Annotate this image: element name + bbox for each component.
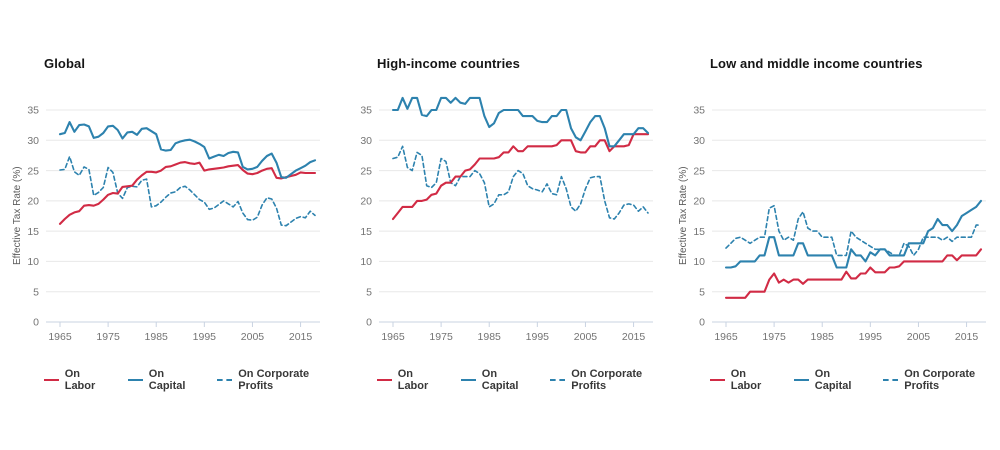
y-tick-label: 30 [27, 135, 39, 147]
legend-label: On Labor [397, 368, 429, 392]
legend-swatch-solid [377, 379, 392, 381]
x-tick-label: 1975 [429, 331, 453, 343]
legend-swatch-solid [794, 379, 809, 381]
y-tick-label: 10 [693, 256, 705, 268]
x-tick-label: 2005 [907, 331, 931, 343]
legend-item-on-capital: On Capital [794, 368, 862, 392]
legend-label: On Corporate Profits [904, 368, 976, 392]
legend-global: On Labor On Capital On Corporate Profits [44, 368, 333, 392]
legend-item-on-labor: On Labor [44, 368, 107, 392]
legend-low-middle-income: On Labor On Capital On Corporate Profits [710, 368, 999, 392]
x-tick-label: 2015 [955, 331, 979, 343]
x-tick-label: 2015 [622, 331, 646, 343]
legend-item-on-corporate-profits: On Corporate Profits [883, 368, 999, 392]
chart-high-income: High-income countries 0 5 10 15 20 25 30 35 1965… [333, 0, 666, 392]
legend-label: On Corporate Profits [238, 368, 310, 392]
y-tick-label: 5 [699, 286, 705, 298]
series-line-on-labor [391, 133, 650, 221]
x-tick-label: 2015 [289, 331, 313, 343]
legend-label: On Capital [148, 368, 186, 392]
x-tick-label: 1985 [145, 331, 169, 343]
x-tick-label: 1995 [859, 331, 883, 343]
legend-label: On Labor [730, 368, 762, 392]
legend-label: On Capital [814, 368, 852, 392]
tax-rate-charts-panel: Global Effective Tax Rate (%) 0 5 10 15 20 25… [0, 0, 999, 392]
y-tick-label: 20 [693, 196, 705, 208]
plot-area-high-income: 0 5 10 15 20 25 30 35 1965 1975 1985 1995 2005 2015 [360, 96, 653, 343]
x-tick-label: 1965 [48, 331, 72, 343]
legend-item-on-labor: On Labor [710, 368, 773, 392]
y-axis-label: Effective Tax Rate (%) [12, 166, 23, 266]
y-tick-label: 15 [360, 226, 372, 238]
y-tick-label: 0 [699, 317, 705, 329]
legend-swatch-dashed [550, 379, 566, 381]
legend-item-on-capital: On Capital [461, 368, 529, 392]
series-line-on-corporate-profits [392, 145, 649, 220]
y-tick-label: 15 [27, 226, 39, 238]
y-tick-label: 10 [27, 256, 39, 268]
legend-swatch-solid [128, 379, 143, 381]
y-tick-label: 25 [360, 165, 372, 177]
legend-high-income: On Labor On Capital On Corporate Profits [377, 368, 666, 392]
series-line-on-capital [391, 96, 650, 148]
legend-item-on-corporate-profits: On Corporate Profits [217, 368, 333, 392]
series-line-on-capital [724, 199, 983, 269]
plot-wrap-high-income: 0 5 10 15 20 25 30 35 1965 1975 1985 1995 2005 2015 [345, 94, 666, 354]
y-tick-label: 35 [360, 105, 372, 117]
legend-item-on-corporate-profits: On Corporate Profits [550, 368, 666, 392]
plot-area-global: 0 5 10 15 20 25 30 35 1965 1975 1985 1995 2005 2015 [27, 105, 320, 343]
series-line-on-labor [58, 161, 317, 225]
legend-swatch-solid [710, 379, 725, 381]
legend-item-on-capital: On Capital [128, 368, 196, 392]
x-tick-label: 1965 [714, 331, 738, 343]
x-tick-label: 1985 [811, 331, 835, 343]
y-tick-label: 25 [27, 165, 39, 177]
y-tick-label: 30 [693, 135, 705, 147]
chart-title-high-income: High-income countries [377, 56, 520, 71]
y-tick-label: 25 [693, 165, 705, 177]
y-tick-label: 0 [33, 317, 39, 329]
y-axis-label: Effective Tax Rate (%) [678, 166, 689, 266]
series-line-on-corporate-profits [725, 204, 982, 257]
y-tick-label: 20 [360, 196, 372, 208]
legend-label: On Capital [481, 368, 519, 392]
plot-wrap-low-middle-income: Effective Tax Rate (%) 0 5 10 15 20 25 30 35 196… [678, 94, 999, 354]
x-tick-label: 2005 [241, 331, 265, 343]
y-tick-label: 30 [360, 135, 372, 147]
y-tick-label: 0 [366, 317, 372, 329]
legend-swatch-solid [461, 379, 476, 381]
chart-global: Global Effective Tax Rate (%) 0 5 10 15 20 25… [0, 0, 333, 392]
series-line-on-labor [724, 248, 983, 299]
x-tick-label: 1975 [762, 331, 786, 343]
legend-swatch-solid [44, 379, 59, 381]
y-tick-label: 5 [366, 286, 372, 298]
chart-title-low-middle-income: Low and middle income countries [710, 56, 923, 71]
legend-swatch-dashed [883, 379, 899, 381]
x-tick-label: 1965 [381, 331, 405, 343]
plot-wrap-global: Effective Tax Rate (%) 0 5 10 15 20 25 30 35 196… [12, 94, 333, 354]
series-line-on-corporate-profits [59, 155, 316, 227]
plot-area-low-middle-income: 0 5 10 15 20 25 30 35 1965 1975 1985 1995 2005 2015 [693, 105, 986, 343]
x-tick-label: 1995 [193, 331, 217, 343]
y-tick-label: 10 [360, 256, 372, 268]
legend-label: On Labor [64, 368, 96, 392]
chart-title-global: Global [44, 56, 86, 71]
y-tick-label: 35 [693, 105, 705, 117]
x-tick-label: 1995 [526, 331, 550, 343]
legend-swatch-dashed [217, 379, 233, 381]
legend-item-on-labor: On Labor [377, 368, 440, 392]
legend-label: On Corporate Profits [571, 368, 643, 392]
y-tick-label: 5 [33, 286, 39, 298]
y-tick-label: 20 [27, 196, 39, 208]
y-tick-label: 35 [27, 105, 39, 117]
x-tick-label: 2005 [574, 331, 598, 343]
x-tick-label: 1985 [478, 331, 502, 343]
series-line-on-capital [58, 121, 317, 179]
y-tick-label: 15 [693, 226, 705, 238]
chart-low-middle-income: Low and middle income countries Effectiv… [666, 0, 999, 392]
x-tick-label: 1975 [96, 331, 120, 343]
